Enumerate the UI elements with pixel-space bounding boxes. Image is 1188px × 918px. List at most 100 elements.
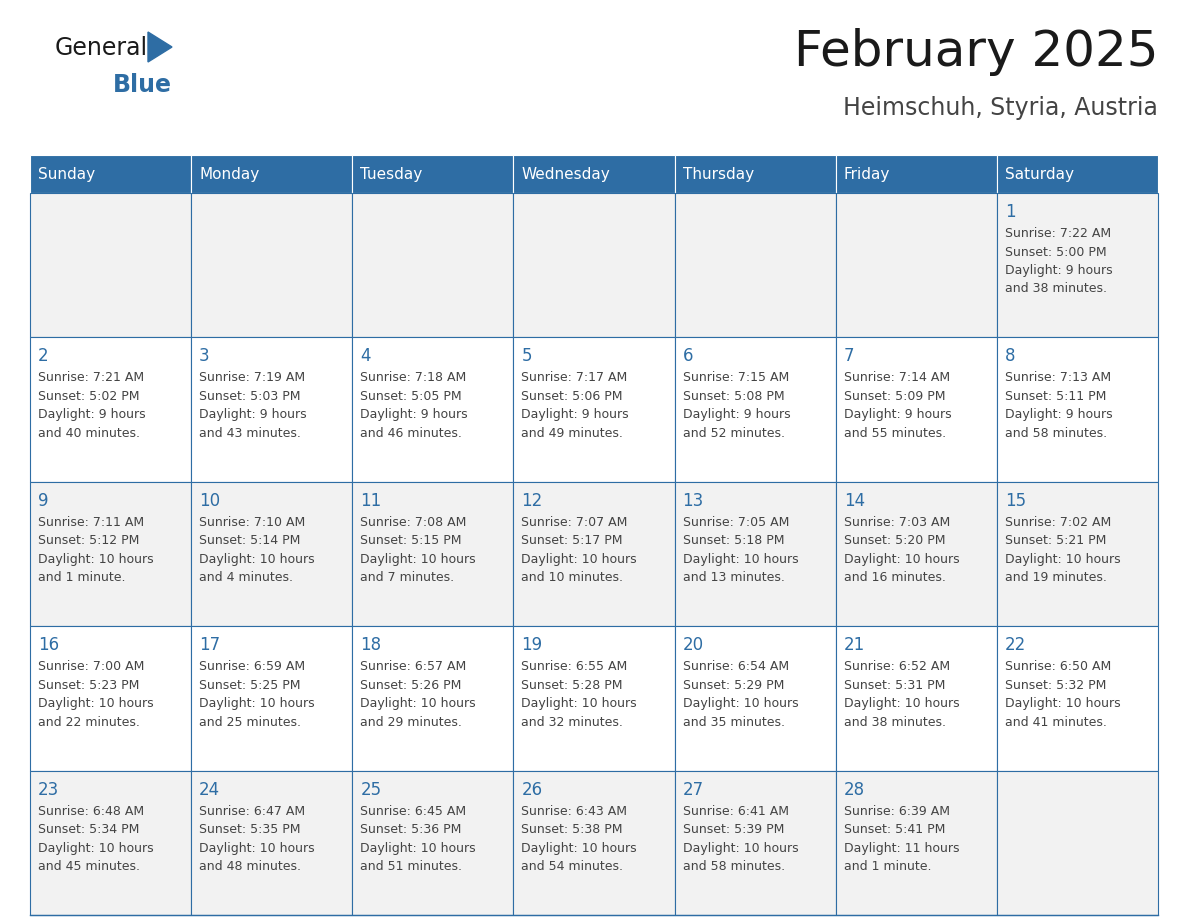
Text: and 4 minutes.: and 4 minutes.	[200, 571, 293, 584]
Text: Sunrise: 7:22 AM: Sunrise: 7:22 AM	[1005, 227, 1111, 240]
Text: Sunset: 5:03 PM: Sunset: 5:03 PM	[200, 390, 301, 403]
Bar	[191, 155, 353, 193]
Text: Sunrise: 6:52 AM: Sunrise: 6:52 AM	[843, 660, 950, 673]
Bar	[191, 338, 353, 482]
Bar	[835, 626, 997, 770]
Bar	[675, 155, 835, 193]
Bar	[30, 193, 191, 338]
Text: 7: 7	[843, 347, 854, 365]
Text: Sunrise: 6:39 AM: Sunrise: 6:39 AM	[843, 804, 949, 818]
Text: and 58 minutes.: and 58 minutes.	[1005, 427, 1107, 440]
Text: Daylight: 11 hours: Daylight: 11 hours	[843, 842, 959, 855]
Text: Daylight: 10 hours: Daylight: 10 hours	[522, 842, 637, 855]
Text: Sunset: 5:31 PM: Sunset: 5:31 PM	[843, 678, 946, 691]
Text: Sunrise: 7:07 AM: Sunrise: 7:07 AM	[522, 516, 627, 529]
Text: and 7 minutes.: and 7 minutes.	[360, 571, 455, 584]
Text: Sunrise: 6:45 AM: Sunrise: 6:45 AM	[360, 804, 467, 818]
Text: Sunrise: 7:11 AM: Sunrise: 7:11 AM	[38, 516, 144, 529]
Bar	[513, 155, 675, 193]
Text: and 13 minutes.: and 13 minutes.	[683, 571, 784, 584]
Text: and 29 minutes.: and 29 minutes.	[360, 716, 462, 729]
Text: Daylight: 10 hours: Daylight: 10 hours	[200, 553, 315, 565]
Text: Sunrise: 7:00 AM: Sunrise: 7:00 AM	[38, 660, 145, 673]
Text: and 38 minutes.: and 38 minutes.	[843, 716, 946, 729]
Text: Sunset: 5:09 PM: Sunset: 5:09 PM	[843, 390, 946, 403]
Bar	[675, 193, 835, 338]
Text: 19: 19	[522, 636, 543, 655]
Text: Daylight: 9 hours: Daylight: 9 hours	[360, 409, 468, 421]
Text: Daylight: 9 hours: Daylight: 9 hours	[843, 409, 952, 421]
Bar	[191, 193, 353, 338]
Text: 4: 4	[360, 347, 371, 365]
Text: 10: 10	[200, 492, 220, 509]
Text: and 52 minutes.: and 52 minutes.	[683, 427, 784, 440]
Text: Daylight: 10 hours: Daylight: 10 hours	[683, 697, 798, 711]
Text: Sunrise: 6:48 AM: Sunrise: 6:48 AM	[38, 804, 144, 818]
Text: Sunset: 5:28 PM: Sunset: 5:28 PM	[522, 678, 623, 691]
Text: 28: 28	[843, 780, 865, 799]
Text: Sunset: 5:25 PM: Sunset: 5:25 PM	[200, 678, 301, 691]
Bar	[513, 193, 675, 338]
Bar	[353, 155, 513, 193]
Text: Daylight: 10 hours: Daylight: 10 hours	[1005, 697, 1120, 711]
Text: 25: 25	[360, 780, 381, 799]
Text: Daylight: 9 hours: Daylight: 9 hours	[1005, 409, 1112, 421]
Text: 17: 17	[200, 636, 220, 655]
Text: Daylight: 10 hours: Daylight: 10 hours	[522, 697, 637, 711]
Text: Sunset: 5:41 PM: Sunset: 5:41 PM	[843, 823, 946, 836]
Text: Sunset: 5:15 PM: Sunset: 5:15 PM	[360, 534, 462, 547]
Bar	[997, 626, 1158, 770]
Text: 21: 21	[843, 636, 865, 655]
Text: and 22 minutes.: and 22 minutes.	[38, 716, 140, 729]
Text: Daylight: 10 hours: Daylight: 10 hours	[38, 842, 153, 855]
Text: Sunrise: 6:57 AM: Sunrise: 6:57 AM	[360, 660, 467, 673]
Bar	[513, 338, 675, 482]
Text: 2: 2	[38, 347, 49, 365]
Text: and 54 minutes.: and 54 minutes.	[522, 860, 624, 873]
Bar	[353, 626, 513, 770]
Text: and 45 minutes.: and 45 minutes.	[38, 860, 140, 873]
Text: Heimschuh, Styria, Austria: Heimschuh, Styria, Austria	[843, 96, 1158, 120]
Bar	[997, 155, 1158, 193]
Text: and 35 minutes.: and 35 minutes.	[683, 716, 784, 729]
Text: Saturday: Saturday	[1005, 166, 1074, 182]
Text: 9: 9	[38, 492, 49, 509]
Bar	[835, 155, 997, 193]
Text: Sunset: 5:08 PM: Sunset: 5:08 PM	[683, 390, 784, 403]
Bar	[513, 482, 675, 626]
Text: Sunrise: 6:41 AM: Sunrise: 6:41 AM	[683, 804, 789, 818]
Text: Daylight: 9 hours: Daylight: 9 hours	[200, 409, 307, 421]
Text: Tuesday: Tuesday	[360, 166, 423, 182]
Text: Daylight: 10 hours: Daylight: 10 hours	[522, 553, 637, 565]
Bar	[30, 770, 191, 915]
Text: Sunrise: 6:50 AM: Sunrise: 6:50 AM	[1005, 660, 1111, 673]
Text: Sunrise: 6:47 AM: Sunrise: 6:47 AM	[200, 804, 305, 818]
Bar	[353, 338, 513, 482]
Bar	[191, 770, 353, 915]
Text: Sunset: 5:05 PM: Sunset: 5:05 PM	[360, 390, 462, 403]
Text: Daylight: 9 hours: Daylight: 9 hours	[683, 409, 790, 421]
Text: 23: 23	[38, 780, 59, 799]
Text: Sunrise: 7:18 AM: Sunrise: 7:18 AM	[360, 372, 467, 385]
Text: Sunrise: 7:15 AM: Sunrise: 7:15 AM	[683, 372, 789, 385]
Bar	[835, 338, 997, 482]
Text: and 40 minutes.: and 40 minutes.	[38, 427, 140, 440]
Text: Sunset: 5:34 PM: Sunset: 5:34 PM	[38, 823, 139, 836]
Polygon shape	[148, 32, 172, 62]
Bar	[353, 770, 513, 915]
Text: Sunset: 5:18 PM: Sunset: 5:18 PM	[683, 534, 784, 547]
Text: Daylight: 10 hours: Daylight: 10 hours	[843, 553, 960, 565]
Text: and 58 minutes.: and 58 minutes.	[683, 860, 785, 873]
Text: Daylight: 10 hours: Daylight: 10 hours	[360, 697, 476, 711]
Text: Daylight: 10 hours: Daylight: 10 hours	[360, 553, 476, 565]
Text: 18: 18	[360, 636, 381, 655]
Bar	[353, 193, 513, 338]
Text: and 25 minutes.: and 25 minutes.	[200, 716, 301, 729]
Bar	[997, 338, 1158, 482]
Bar	[675, 626, 835, 770]
Text: Sunset: 5:21 PM: Sunset: 5:21 PM	[1005, 534, 1106, 547]
Text: Sunset: 5:11 PM: Sunset: 5:11 PM	[1005, 390, 1106, 403]
Text: Sunrise: 7:05 AM: Sunrise: 7:05 AM	[683, 516, 789, 529]
Text: Thursday: Thursday	[683, 166, 753, 182]
Text: Daylight: 10 hours: Daylight: 10 hours	[200, 842, 315, 855]
